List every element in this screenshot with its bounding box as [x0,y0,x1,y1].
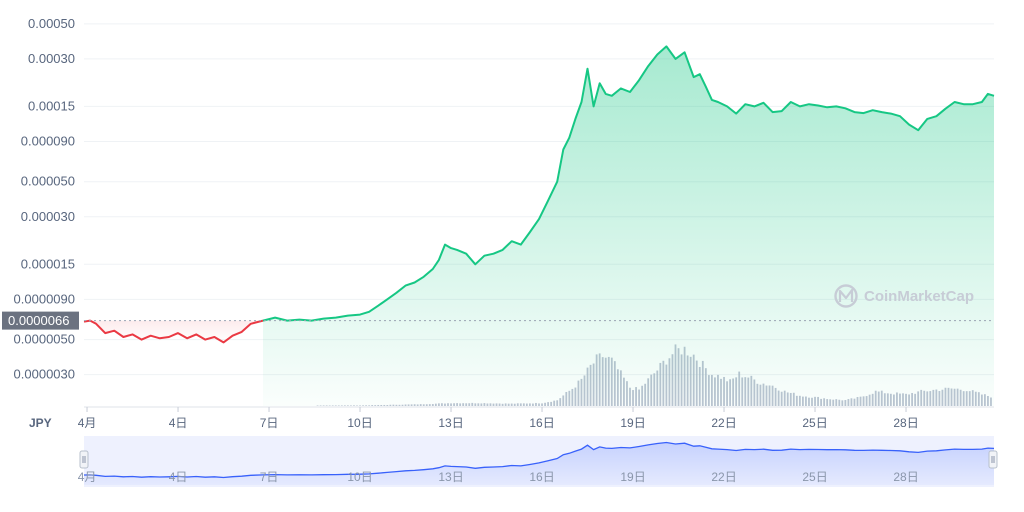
navigator-tick-label: 25日 [802,470,827,484]
current-price-label: 0.0000066 [8,313,69,328]
navigator-tick-label: 4日 [169,470,188,484]
x-tick-label: 22日 [711,416,736,430]
navigator-tick-label: 19日 [620,470,645,484]
navigator-series [83,441,995,485]
price-lines [83,45,995,344]
navigator-tick-label: 28日 [893,470,918,484]
y-tick-label: 0.000030 [21,209,75,224]
x-tick-label: 28日 [893,416,918,430]
price-line-down [83,319,264,344]
y-tick-label: 0.00015 [28,98,75,113]
x-tick-label: 19日 [620,416,645,430]
y-tick-label: 0.00030 [28,51,75,66]
price-area-fill [263,46,994,407]
y-tick-label: 0.000090 [21,133,75,148]
current-price-badge: 0.0000066 [2,311,79,330]
navigator-tick-label: 16日 [529,470,554,484]
y-tick-label: 0.0000030 [14,367,75,382]
coinmarketcap-logo-icon [834,284,858,308]
x-tick-label: 7日 [260,416,279,430]
current-price-badge-bg [2,311,79,330]
navigator-area [84,442,994,485]
y-tick-label: 0.000050 [21,174,75,189]
x-tick-label: 4月 [78,416,97,430]
x-axis-ticks: 4月 4日 7日 10日 13日 16日 19日 22日 25日 28日 [78,407,919,430]
navigator-tick-label: 22日 [711,470,736,484]
x-tick-label: 13日 [438,416,463,430]
y-tick-label: 0.0000050 [14,332,75,347]
price-area [84,46,994,407]
y-tick-label: 0.00050 [28,16,75,31]
x-tick-label: 10日 [347,416,372,430]
price-line-up [262,45,995,322]
currency-label: JPY [29,416,52,430]
navigator[interactable]: 4月 4日 7日 10日 13日 16日 19日 22日 25日 28日 [78,436,998,487]
y-tick-label: 0.000015 [21,256,75,271]
coinmarketcap-watermark: CoinMarketCap [834,284,974,308]
y-axis-ticks: 0.00050 0.00030 0.00015 0.000090 0.000050 0.0… [14,16,75,382]
navigator-tick-label: 4月 [78,470,97,484]
navigator-tick-label: 7日 [260,470,279,484]
navigator-right-handle[interactable] [988,450,998,469]
navigator-tick-label: 10日 [347,470,372,484]
y-tick-label: 0.0000090 [14,291,75,306]
navigator-tick-label: 13日 [438,470,463,484]
price-below-fill [84,320,263,343]
watermark-text: CoinMarketCap [864,288,974,305]
navigator-left-handle[interactable] [79,450,89,469]
navigator-line [83,441,995,479]
x-tick-label: 16日 [529,416,554,430]
x-tick-label: 4日 [169,416,188,430]
navigator-ticks: 4月 4日 7日 10日 13日 16日 19日 22日 25日 28日 [78,470,919,484]
x-tick-label: 25日 [802,416,827,430]
